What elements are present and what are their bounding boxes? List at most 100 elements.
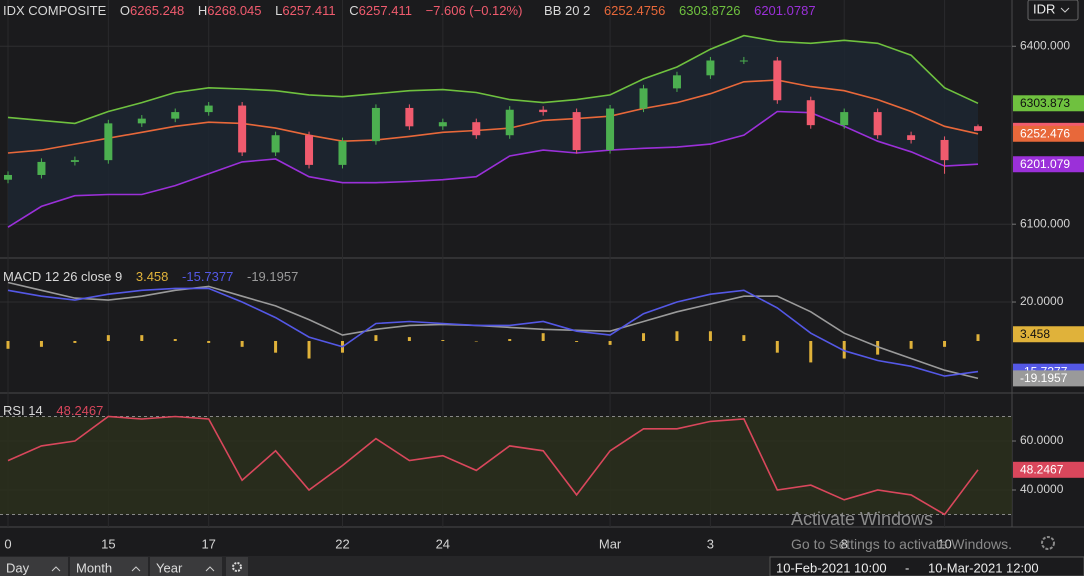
- histogram-bar: [106, 335, 110, 341]
- histogram-bar: [374, 335, 378, 341]
- range-start: 10-Feb-2021 10:00: [776, 560, 887, 575]
- ohlc-value: 6257.411: [282, 3, 336, 18]
- legend-value: 6303.8726: [679, 3, 741, 18]
- candle-body: [37, 161, 46, 175]
- price-header: IDX COMPOSITE O6265.248 H6268.045 L6257.…: [3, 3, 816, 18]
- range-box: [769, 556, 1084, 576]
- x-tick-label: 10: [937, 536, 951, 551]
- histogram-bar: [39, 340, 43, 347]
- price-tag: [1013, 326, 1084, 343]
- symbol: IDX COMPOSITE: [3, 3, 107, 18]
- y-tick-label: 60.0000: [1020, 433, 1064, 447]
- histogram-bar: [675, 331, 679, 341]
- range-sep: -: [905, 560, 909, 575]
- candle-body: [539, 109, 548, 113]
- band-fill: [8, 35, 978, 228]
- candle-body: [338, 141, 347, 165]
- button-label: Day: [6, 560, 30, 575]
- histogram-bar: [976, 334, 980, 341]
- legend-value: 6252.4756: [603, 3, 666, 18]
- range-button[interactable]: Month: [70, 557, 148, 576]
- x-tick-label: 24: [436, 536, 450, 551]
- histogram-bar: [742, 335, 746, 341]
- button-bg: [70, 557, 148, 576]
- chevron: [131, 566, 141, 572]
- ohlc-prefix: H: [197, 3, 208, 18]
- legend-value: -19.1957: [246, 269, 299, 284]
- series-line: [7, 287, 979, 377]
- candle-body: [739, 60, 748, 62]
- price-tag-label: 6201.079: [1020, 157, 1070, 171]
- histogram-bar: [307, 340, 311, 359]
- indicator-title: MACD 12 26 close 9: [3, 269, 123, 284]
- candle-body: [974, 126, 982, 131]
- indicator-title: RSI 14: [3, 403, 43, 418]
- x-tick-label: 15: [101, 536, 115, 551]
- candle-body: [305, 135, 314, 165]
- price-tag-label: -19.1957: [1020, 371, 1068, 385]
- macd-header: MACD 12 26 close 9 3.458 -15.7377 -19.19…: [3, 269, 298, 284]
- y-tick-label: 20.0000: [1020, 294, 1064, 308]
- candle-body: [672, 75, 681, 89]
- currency-dropdown: [1027, 0, 1079, 21]
- candle-body: [706, 60, 715, 76]
- series-line: [7, 34, 979, 125]
- candle-body: [639, 88, 648, 109]
- series-line: [7, 415, 979, 516]
- histogram-bar: [407, 337, 411, 341]
- chevron: [205, 566, 215, 572]
- histogram-bar: [775, 340, 779, 353]
- histogram-bar: [140, 335, 144, 341]
- candle-body: [806, 100, 815, 126]
- histogram-bar: [173, 339, 177, 341]
- x-tick-label: 8: [841, 536, 848, 551]
- histogram-bar: [274, 340, 278, 353]
- series-line: [7, 79, 979, 154]
- histogram-bar: [474, 340, 478, 342]
- candle-body: [271, 135, 280, 153]
- settings-button[interactable]: [226, 557, 248, 576]
- candle-body: [4, 174, 12, 180]
- watermark-icon: [1041, 536, 1055, 550]
- candle-body: [405, 107, 414, 127]
- histogram-bar: [809, 340, 813, 363]
- x-tick-label: Mar: [599, 536, 622, 551]
- price-tag: [1013, 125, 1084, 142]
- histogram-bar: [441, 340, 445, 341]
- candle-body: [505, 109, 514, 136]
- candle-body: [940, 139, 949, 161]
- histogram-bar: [876, 340, 880, 355]
- chevron: [1060, 7, 1070, 13]
- button-bg: [0, 557, 68, 576]
- candle-body: [606, 108, 615, 151]
- y-tick-label: 6400.000: [1020, 38, 1070, 52]
- series-line: [7, 110, 979, 228]
- button-label: Month: [76, 560, 112, 575]
- histogram-bar: [943, 340, 947, 347]
- candle-body: [137, 118, 146, 124]
- x-tick-label: 3: [707, 536, 714, 551]
- y-tick-label: 40.0000: [1020, 482, 1064, 496]
- candle-body: [438, 122, 447, 127]
- price-tag: [1013, 95, 1084, 112]
- candle-body: [70, 160, 79, 162]
- candle-body: [907, 135, 916, 140]
- range-button[interactable]: Year: [150, 557, 222, 576]
- range-button[interactable]: Day: [0, 557, 68, 576]
- change: −7.606 (−0.12%): [425, 3, 523, 18]
- legend-value: 6201.0787: [754, 3, 816, 18]
- currency-label: IDR: [1033, 1, 1055, 16]
- button-bg: [226, 557, 248, 576]
- rsi-header: RSI 14 48.2467: [3, 403, 103, 418]
- candle-body: [204, 105, 213, 113]
- candle-body: [773, 60, 782, 101]
- histogram-bar: [541, 333, 545, 341]
- indicator-title: BB 20 2: [544, 3, 591, 18]
- ohlc-prefix: C: [349, 3, 359, 18]
- button-label: Year: [156, 560, 183, 575]
- price-tag-label: 48.2467: [1020, 462, 1064, 476]
- histogram-bar: [508, 339, 512, 341]
- ohlc-prefix: O: [119, 3, 131, 18]
